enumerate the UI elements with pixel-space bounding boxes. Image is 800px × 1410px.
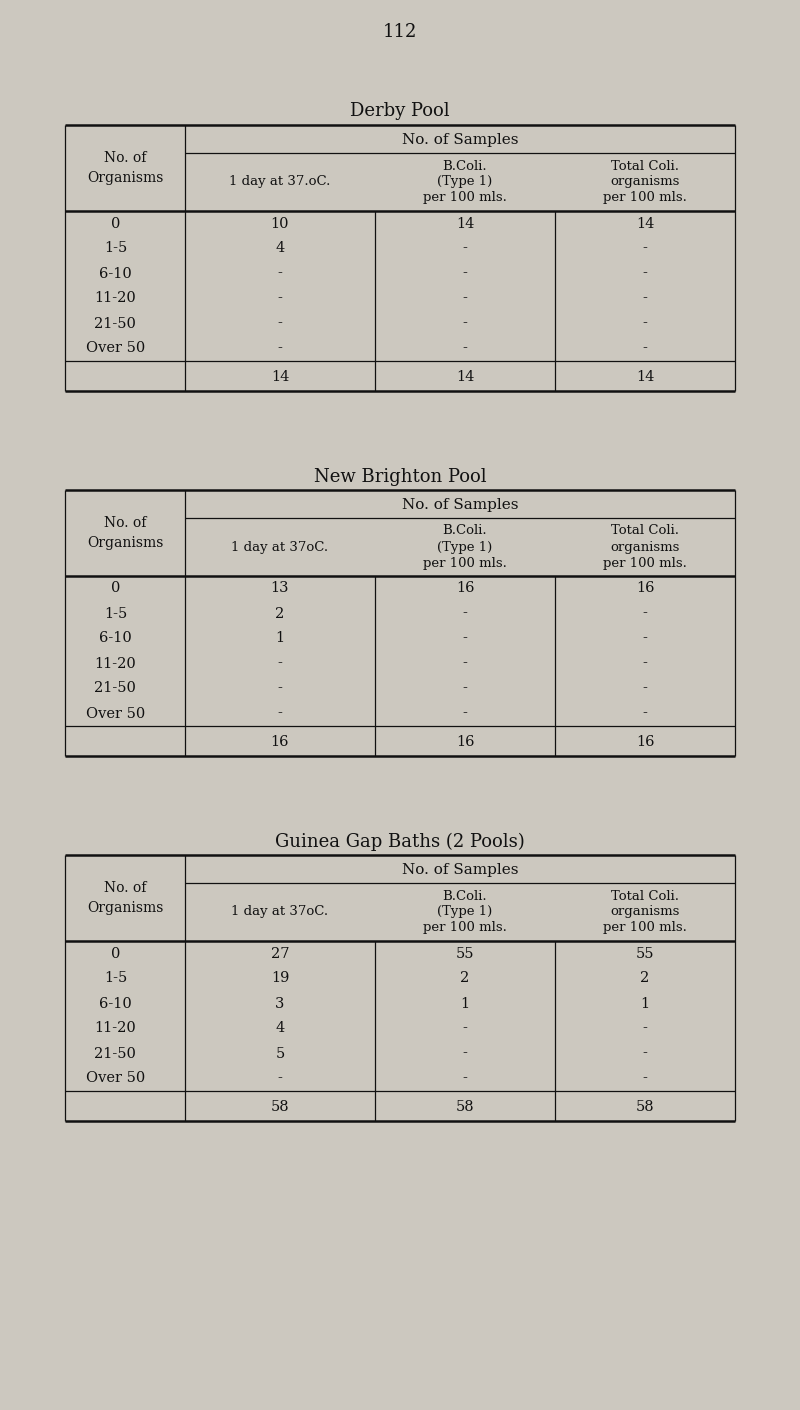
Text: -: - bbox=[462, 1072, 467, 1086]
Text: Total Coli.
organisms
per 100 mls.: Total Coli. organisms per 100 mls. bbox=[603, 525, 687, 570]
Text: 1-5: 1-5 bbox=[104, 241, 127, 255]
Text: -: - bbox=[462, 632, 467, 646]
Text: 1-5: 1-5 bbox=[104, 606, 127, 620]
Text: Over 50: Over 50 bbox=[86, 341, 145, 355]
Text: 0: 0 bbox=[110, 946, 120, 960]
Text: 16: 16 bbox=[636, 581, 654, 595]
Text: -: - bbox=[642, 632, 647, 646]
Text: 14: 14 bbox=[636, 217, 654, 230]
Text: -: - bbox=[278, 292, 282, 306]
Text: Over 50: Over 50 bbox=[86, 706, 145, 721]
Text: -: - bbox=[642, 657, 647, 671]
Text: -: - bbox=[642, 1046, 647, 1060]
Text: -: - bbox=[462, 266, 467, 281]
Text: 112: 112 bbox=[383, 23, 417, 41]
Text: -: - bbox=[462, 1046, 467, 1060]
Text: -: - bbox=[462, 606, 467, 620]
Text: -: - bbox=[642, 681, 647, 695]
Text: 58: 58 bbox=[270, 1100, 290, 1114]
Text: -: - bbox=[642, 1021, 647, 1035]
Text: No. of
Organisms: No. of Organisms bbox=[87, 881, 163, 915]
Text: 11-20: 11-20 bbox=[94, 1021, 136, 1035]
Text: -: - bbox=[642, 606, 647, 620]
Text: -: - bbox=[642, 316, 647, 330]
Text: 55: 55 bbox=[636, 946, 654, 960]
Text: No. of Samples: No. of Samples bbox=[402, 863, 518, 877]
Text: -: - bbox=[278, 706, 282, 721]
Text: New Brighton Pool: New Brighton Pool bbox=[314, 468, 486, 485]
Text: 14: 14 bbox=[271, 369, 289, 384]
Text: 5: 5 bbox=[275, 1046, 285, 1060]
Text: No. of
Organisms: No. of Organisms bbox=[87, 151, 163, 185]
Text: 2: 2 bbox=[640, 971, 650, 986]
Text: -: - bbox=[642, 706, 647, 721]
Text: 16: 16 bbox=[636, 735, 654, 749]
Text: 11-20: 11-20 bbox=[94, 292, 136, 306]
Text: -: - bbox=[462, 292, 467, 306]
Text: No. of Samples: No. of Samples bbox=[402, 133, 518, 147]
Text: 14: 14 bbox=[636, 369, 654, 384]
Text: 1 day at 37oC.: 1 day at 37oC. bbox=[231, 905, 329, 918]
Text: 1-5: 1-5 bbox=[104, 971, 127, 986]
Text: 14: 14 bbox=[456, 217, 474, 230]
Text: 6-10: 6-10 bbox=[99, 266, 132, 281]
Text: No. of
Organisms: No. of Organisms bbox=[87, 516, 163, 550]
Text: -: - bbox=[462, 706, 467, 721]
Text: 11-20: 11-20 bbox=[94, 657, 136, 671]
Text: -: - bbox=[278, 266, 282, 281]
Text: 16: 16 bbox=[270, 735, 290, 749]
Text: -: - bbox=[462, 681, 467, 695]
Text: -: - bbox=[642, 266, 647, 281]
Text: -: - bbox=[642, 1072, 647, 1086]
Text: 6-10: 6-10 bbox=[99, 997, 132, 1011]
Text: 2: 2 bbox=[460, 971, 470, 986]
Text: 2: 2 bbox=[275, 606, 285, 620]
Text: 1: 1 bbox=[641, 997, 650, 1011]
Text: -: - bbox=[462, 1021, 467, 1035]
Text: B.Coli.
(Type 1)
per 100 mls.: B.Coli. (Type 1) per 100 mls. bbox=[423, 890, 507, 935]
Text: -: - bbox=[278, 341, 282, 355]
Text: No. of Samples: No. of Samples bbox=[402, 498, 518, 512]
Text: Over 50: Over 50 bbox=[86, 1072, 145, 1086]
Text: -: - bbox=[462, 241, 467, 255]
Text: -: - bbox=[642, 341, 647, 355]
Text: -: - bbox=[278, 316, 282, 330]
Text: -: - bbox=[642, 292, 647, 306]
Text: 19: 19 bbox=[271, 971, 289, 986]
Text: 58: 58 bbox=[456, 1100, 474, 1114]
Text: Total Coli.
organisms
per 100 mls.: Total Coli. organisms per 100 mls. bbox=[603, 890, 687, 935]
Text: 10: 10 bbox=[270, 217, 290, 230]
Text: 14: 14 bbox=[456, 369, 474, 384]
Text: 1: 1 bbox=[275, 632, 285, 646]
Text: 0: 0 bbox=[110, 581, 120, 595]
Text: 6-10: 6-10 bbox=[99, 632, 132, 646]
Text: 16: 16 bbox=[456, 581, 474, 595]
Text: 21-50: 21-50 bbox=[94, 1046, 136, 1060]
Text: Guinea Gap Baths (2 Pools): Guinea Gap Baths (2 Pools) bbox=[275, 832, 525, 850]
Text: Total Coli.
organisms
per 100 mls.: Total Coli. organisms per 100 mls. bbox=[603, 159, 687, 204]
Text: 1: 1 bbox=[461, 997, 470, 1011]
Text: 55: 55 bbox=[456, 946, 474, 960]
Text: 16: 16 bbox=[456, 735, 474, 749]
Text: -: - bbox=[278, 657, 282, 671]
Text: 3: 3 bbox=[275, 997, 285, 1011]
Text: 4: 4 bbox=[275, 1021, 285, 1035]
Text: -: - bbox=[462, 316, 467, 330]
Text: -: - bbox=[278, 1072, 282, 1086]
Text: 21-50: 21-50 bbox=[94, 681, 136, 695]
Text: -: - bbox=[642, 241, 647, 255]
Text: -: - bbox=[462, 341, 467, 355]
Text: 0: 0 bbox=[110, 217, 120, 230]
Text: 4: 4 bbox=[275, 241, 285, 255]
Text: -: - bbox=[462, 657, 467, 671]
Text: 1 day at 37.oC.: 1 day at 37.oC. bbox=[230, 175, 330, 189]
Text: B.Coli.
(Type 1)
per 100 mls.: B.Coli. (Type 1) per 100 mls. bbox=[423, 159, 507, 204]
Text: 1 day at 37oC.: 1 day at 37oC. bbox=[231, 540, 329, 554]
Text: 58: 58 bbox=[636, 1100, 654, 1114]
Text: -: - bbox=[278, 681, 282, 695]
Text: 13: 13 bbox=[270, 581, 290, 595]
Text: 27: 27 bbox=[270, 946, 290, 960]
Text: Derby Pool: Derby Pool bbox=[350, 103, 450, 120]
Text: 21-50: 21-50 bbox=[94, 316, 136, 330]
Text: B.Coli.
(Type 1)
per 100 mls.: B.Coli. (Type 1) per 100 mls. bbox=[423, 525, 507, 570]
